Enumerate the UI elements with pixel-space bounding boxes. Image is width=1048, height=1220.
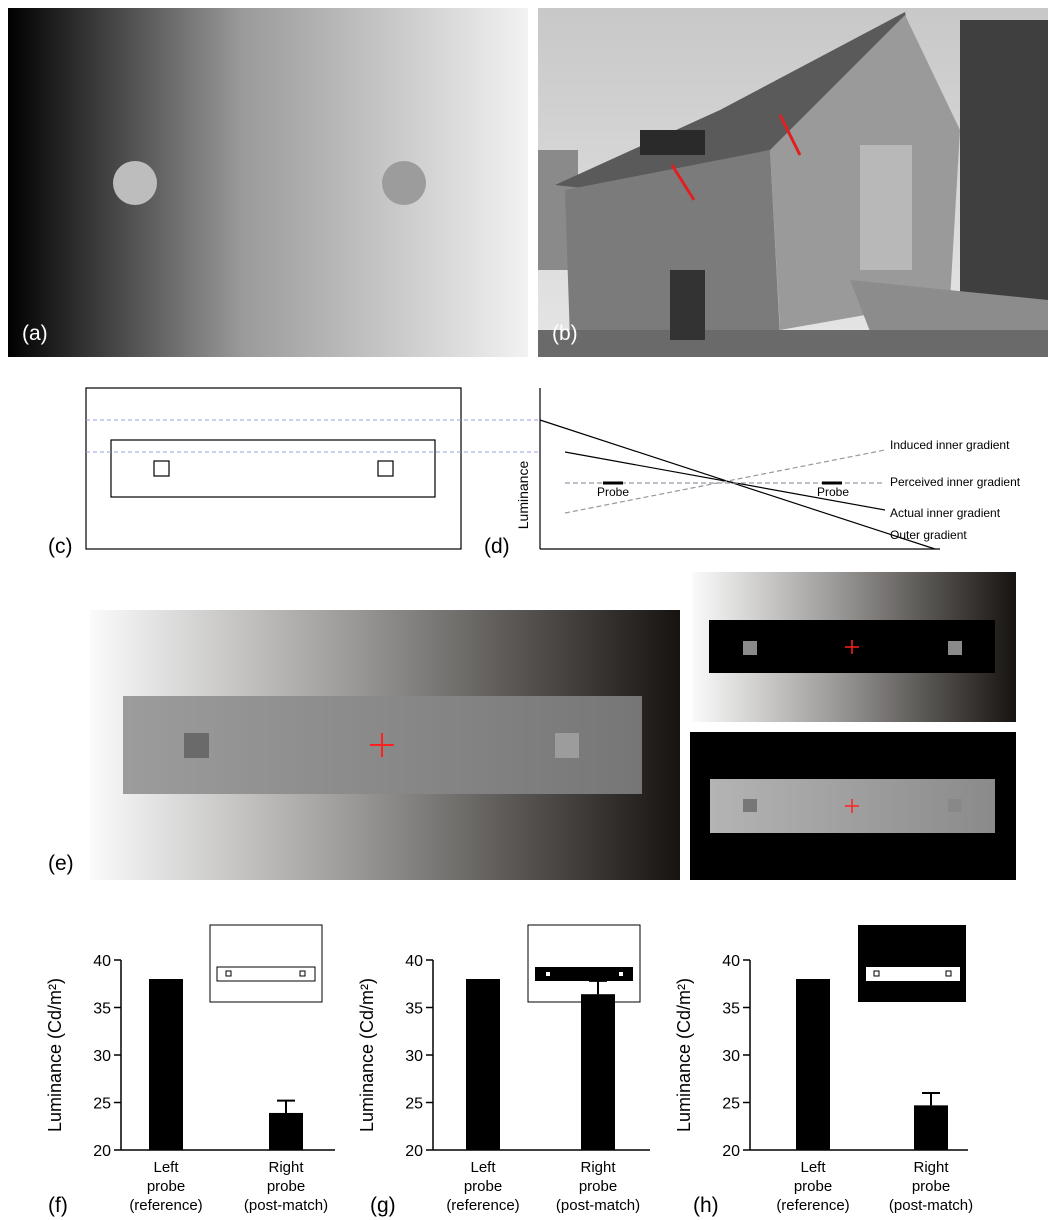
y-tick-label: 40	[93, 953, 111, 970]
panel-label: (g)	[370, 1194, 396, 1217]
panel-label: (d)	[484, 535, 510, 558]
bar	[581, 994, 615, 1150]
probe-label: Probe	[817, 485, 849, 499]
disc	[382, 161, 426, 205]
y-tick-label: 40	[405, 953, 423, 970]
figure: (a) (b) (c) Luminance Probe Probe Induce…	[0, 0, 1048, 1220]
y-tick-label: 35	[93, 1001, 111, 1018]
y-tick-label: 30	[93, 1048, 111, 1065]
bar	[466, 979, 500, 1150]
luminance-diagram	[540, 388, 940, 549]
gradient-panel	[8, 8, 528, 357]
error-bar	[277, 1101, 295, 1113]
y-axis-label: Luminance (Cd/m²)	[45, 978, 65, 1132]
line-label: Perceived inner gradient	[890, 475, 1021, 489]
panel-label: (c)	[48, 535, 73, 558]
y-tick-label: 40	[722, 953, 740, 970]
y-tick-label: 30	[722, 1048, 740, 1065]
page: (a) (b) (c) Luminance Probe Probe Induce…	[0, 0, 1048, 1220]
bar	[914, 1105, 948, 1150]
line-label: Actual inner gradient	[890, 506, 1001, 520]
probe-label: Probe	[597, 485, 629, 499]
bar	[796, 979, 830, 1150]
panel-label: (e)	[48, 852, 74, 875]
axis-label: Luminance	[515, 461, 531, 530]
y-tick-label: 25	[722, 1096, 740, 1113]
panel-label: (f)	[48, 1194, 68, 1217]
y-axis-label: Luminance (Cd/m²)	[674, 978, 694, 1132]
line-label: Induced inner gradient	[890, 438, 1010, 452]
schematic	[86, 388, 461, 549]
y-tick-label: 20	[722, 1143, 740, 1160]
y-tick-label: 25	[93, 1096, 111, 1113]
disc	[113, 161, 157, 205]
y-tick-label: 35	[405, 1001, 423, 1018]
inset	[210, 925, 966, 1002]
panel-label: (b)	[552, 322, 578, 345]
bar	[269, 1113, 303, 1150]
stimulus	[90, 572, 1016, 880]
panel-label: (h)	[693, 1194, 719, 1217]
y-tick-label: 35	[722, 1001, 740, 1018]
y-tick-label: 20	[93, 1143, 111, 1160]
y-tick-label: 25	[405, 1096, 423, 1113]
y-axis-label: Luminance (Cd/m²)	[357, 978, 377, 1132]
y-tick-label: 20	[405, 1143, 423, 1160]
panel-label: (a)	[22, 322, 48, 345]
bar	[149, 979, 183, 1150]
y-tick-label: 30	[405, 1048, 423, 1065]
line-label: Outer gradient	[890, 528, 967, 542]
error-bar	[922, 1093, 940, 1105]
photo	[538, 8, 1048, 357]
